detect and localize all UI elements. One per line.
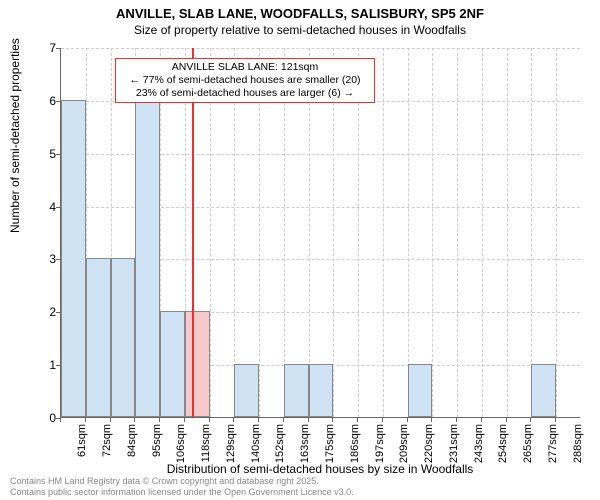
x-tick-label: 254sqm (497, 424, 509, 463)
bar (309, 364, 334, 417)
y-tick-label: 3 (26, 252, 56, 266)
bar (160, 311, 185, 417)
title-address: ANVILLE, SLAB LANE, WOODFALLS, SALISBURY… (0, 6, 600, 23)
x-tick-label: 95sqm (151, 424, 163, 457)
gridline-v (383, 48, 384, 417)
x-tick-label: 118sqm (200, 424, 212, 462)
bar (531, 364, 556, 417)
y-tick-mark (56, 101, 60, 102)
y-tick-label: 1 (26, 358, 56, 372)
gridline-v (408, 48, 409, 417)
x-tick-mark (506, 418, 507, 422)
x-tick-mark (308, 418, 309, 422)
bar (408, 364, 433, 417)
chart-title: ANVILLE, SLAB LANE, WOODFALLS, SALISBURY… (0, 6, 600, 38)
gridline-v (482, 48, 483, 417)
x-tick-mark (134, 418, 135, 422)
y-tick-mark (56, 312, 60, 313)
x-tick-label: 277sqm (547, 424, 559, 463)
x-tick-mark (60, 418, 61, 422)
x-tick-label: 175sqm (324, 424, 336, 463)
y-tick-label: 4 (26, 200, 56, 214)
y-tick-mark (56, 154, 60, 155)
y-tick-mark (56, 48, 60, 49)
gridline-v (531, 48, 532, 417)
x-tick-mark (481, 418, 482, 422)
x-tick-mark (357, 418, 358, 422)
x-tick-label: 186sqm (349, 424, 361, 463)
x-tick-label: 220sqm (423, 424, 435, 463)
bar (234, 364, 259, 417)
bar (111, 258, 136, 417)
bar (61, 100, 86, 417)
y-tick-label: 0 (26, 411, 56, 425)
x-tick-mark (332, 418, 333, 422)
annotation-title: ANVILLE SLAB LANE: 121sqm (122, 61, 368, 74)
x-tick-mark (431, 418, 432, 422)
x-tick-mark (456, 418, 457, 422)
x-tick-mark (209, 418, 210, 422)
y-tick-mark (56, 365, 60, 366)
footer-line2: Contains public sector information licen… (10, 487, 354, 498)
x-tick-label: 152sqm (274, 424, 286, 463)
x-tick-label: 197sqm (374, 424, 386, 463)
x-tick-label: 84sqm (126, 424, 138, 457)
gridline-h (61, 48, 580, 49)
y-tick-label: 2 (26, 305, 56, 319)
annotation-box: ANVILLE SLAB LANE: 121sqm← 77% of semi-d… (115, 58, 375, 103)
x-tick-label: 163sqm (299, 424, 311, 463)
gridline-v (432, 48, 433, 417)
x-tick-label: 288sqm (572, 424, 584, 463)
x-tick-label: 231sqm (448, 424, 460, 463)
y-tick-mark (56, 207, 60, 208)
bar-highlighted (185, 311, 210, 417)
x-tick-mark (233, 418, 234, 422)
y-tick-mark (56, 259, 60, 260)
x-tick-mark (555, 418, 556, 422)
x-tick-label: 61sqm (76, 424, 88, 457)
annotation-larger: 23% of semi-detached houses are larger (… (122, 87, 368, 100)
title-subtitle: Size of property relative to semi-detach… (0, 23, 600, 39)
x-tick-mark (382, 418, 383, 422)
gridline-v (457, 48, 458, 417)
x-tick-mark (85, 418, 86, 422)
x-tick-label: 243sqm (473, 424, 485, 463)
x-tick-label: 209sqm (398, 424, 410, 463)
x-tick-mark (283, 418, 284, 422)
gridline-v (556, 48, 557, 417)
x-tick-mark (159, 418, 160, 422)
footer-attribution: Contains HM Land Registry data © Crown c… (10, 476, 354, 498)
x-tick-label: 129sqm (225, 424, 237, 463)
y-tick-label: 5 (26, 147, 56, 161)
bar (135, 100, 160, 417)
x-tick-mark (258, 418, 259, 422)
y-tick-label: 6 (26, 94, 56, 108)
x-tick-mark (184, 418, 185, 422)
x-tick-label: 106sqm (175, 424, 187, 463)
bar (86, 258, 111, 417)
gridline-v (507, 48, 508, 417)
footer-line1: Contains HM Land Registry data © Crown c… (10, 476, 354, 487)
x-tick-mark (407, 418, 408, 422)
y-axis-label: Number of semi-detached properties (8, 38, 22, 233)
plot-area (60, 48, 580, 418)
x-axis-label: Distribution of semi-detached houses by … (60, 462, 580, 476)
annotation-smaller: ← 77% of semi-detached houses are smalle… (122, 74, 368, 87)
x-tick-label: 140sqm (250, 424, 262, 463)
x-tick-label: 72sqm (101, 424, 113, 457)
x-tick-mark (110, 418, 111, 422)
x-tick-mark (530, 418, 531, 422)
y-tick-label: 7 (26, 41, 56, 55)
x-tick-label: 265sqm (522, 424, 534, 463)
bar (284, 364, 309, 417)
